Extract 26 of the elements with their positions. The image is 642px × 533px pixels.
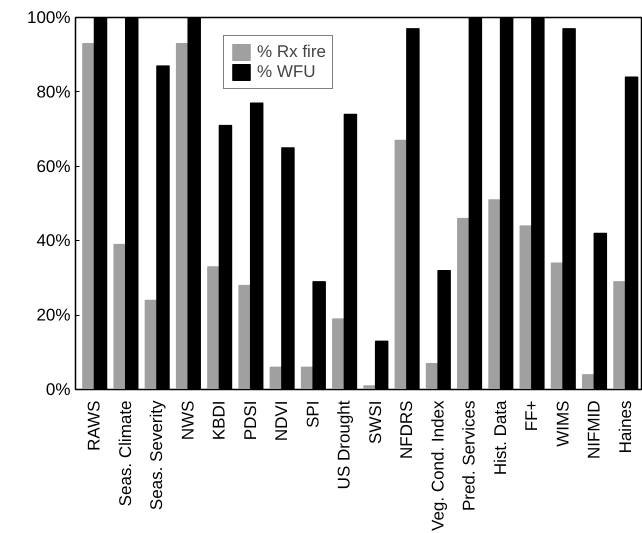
x-tick-label: Seas. Climate — [116, 400, 135, 506]
x-tick-label: NWS — [178, 400, 198, 440]
x-tick-label: PDSI — [240, 400, 260, 440]
x-tick-label: NDVI — [272, 400, 292, 442]
legend-label: % WFU — [257, 62, 316, 82]
y-tick-label: 100% — [27, 8, 71, 27]
x-tick-label: Pred. Services — [460, 400, 479, 512]
x-tick-label: FF+ — [522, 400, 542, 432]
y-tick-label: 60% — [36, 156, 71, 176]
x-tick-label: US Drought — [334, 400, 354, 490]
x-tick-label: Haines — [616, 400, 635, 454]
x-tick-label: SPI — [303, 400, 322, 428]
x-tick-label: Hist. Data — [490, 400, 510, 476]
y-tick-label: 0% — [46, 380, 71, 399]
x-tick-label: NFDRS — [397, 400, 416, 460]
x-tick-label: RAWS — [84, 400, 104, 451]
y-tick-label: 40% — [36, 231, 71, 250]
x-tick-label: Veg. Cond. Index — [428, 400, 448, 531]
x-tick-label: WIMS — [553, 400, 572, 447]
y-tick-label: 20% — [36, 306, 71, 325]
y-tick-label: 80% — [36, 82, 71, 102]
x-tick-label: KBDI — [210, 400, 229, 440]
x-tick-label: SWSI — [366, 400, 385, 444]
legend-label: % Rx fire — [257, 42, 326, 62]
x-tick-label: Seas. Severity — [147, 400, 166, 510]
x-tick-label: NIFMID — [584, 400, 604, 460]
